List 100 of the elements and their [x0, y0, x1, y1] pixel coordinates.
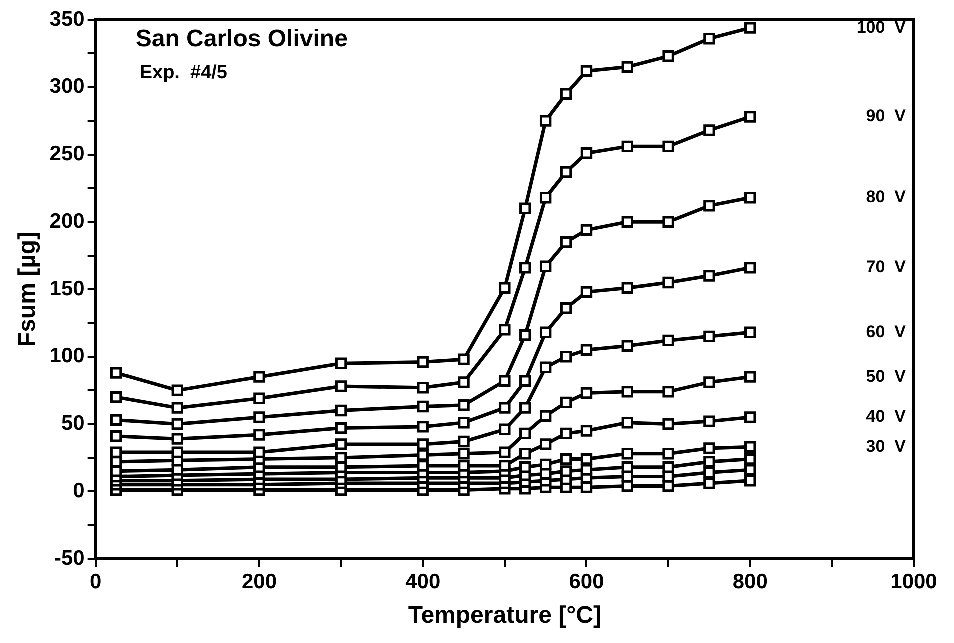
point	[520, 428, 532, 440]
point	[580, 387, 593, 400]
point	[662, 334, 674, 347]
point	[662, 50, 674, 62]
point	[744, 371, 756, 383]
point	[704, 330, 716, 343]
point	[540, 458, 552, 471]
point	[540, 438, 552, 450]
y-tick-label: 300	[50, 75, 85, 98]
point	[560, 466, 572, 478]
point	[744, 412, 756, 424]
point	[744, 262, 756, 274]
x-tick-label: 400	[406, 570, 441, 594]
point	[458, 417, 470, 429]
point	[704, 466, 716, 479]
point	[499, 460, 511, 472]
point	[580, 148, 593, 160]
point	[520, 262, 532, 274]
point	[540, 362, 552, 374]
y-tick-label: 150	[50, 277, 85, 300]
point	[662, 448, 674, 460]
point	[520, 462, 532, 474]
point	[417, 400, 429, 413]
point	[704, 124, 716, 136]
point	[622, 386, 634, 398]
point	[540, 326, 552, 338]
y-tick-label: 200	[50, 210, 85, 233]
point	[560, 166, 572, 178]
point	[662, 216, 674, 228]
point	[560, 236, 572, 248]
point	[540, 260, 552, 272]
x-tick-label: 0	[90, 570, 102, 594]
point	[110, 391, 122, 404]
point	[172, 433, 184, 445]
point	[458, 448, 470, 460]
point	[458, 354, 470, 366]
point	[622, 417, 634, 429]
point	[172, 384, 184, 396]
point	[560, 88, 572, 100]
point	[520, 402, 532, 414]
point	[744, 22, 756, 34]
point	[499, 282, 511, 294]
point	[458, 460, 470, 472]
point	[560, 396, 572, 409]
point	[172, 402, 184, 414]
point	[417, 449, 429, 462]
point	[335, 404, 348, 417]
y-tick-label: 100	[50, 344, 85, 368]
point	[499, 375, 511, 387]
point	[622, 282, 634, 294]
point	[580, 286, 593, 298]
text: 60 V	[866, 322, 907, 342]
point	[580, 425, 593, 437]
y-tick-label: 50	[61, 412, 85, 436]
point	[662, 140, 674, 153]
point	[499, 402, 511, 414]
point	[417, 421, 429, 433]
point	[622, 61, 634, 74]
point	[622, 340, 634, 352]
point	[110, 414, 122, 426]
point	[744, 464, 756, 476]
point	[499, 424, 511, 436]
chart-title: San Carlos Olivine	[136, 26, 348, 53]
point	[540, 410, 552, 422]
point	[335, 452, 348, 464]
text: 50 V	[866, 366, 907, 386]
y-tick-label: 250	[50, 142, 85, 166]
y-tick-label: 350	[50, 8, 85, 31]
x-tick-label: 600	[569, 570, 604, 594]
point	[704, 270, 716, 282]
point	[580, 464, 593, 476]
text: 100 V	[856, 18, 907, 37]
point	[662, 418, 674, 430]
point	[499, 324, 511, 336]
point	[704, 200, 716, 212]
point	[622, 448, 634, 460]
point	[560, 428, 572, 440]
point	[662, 276, 674, 289]
point	[580, 65, 593, 78]
point	[704, 456, 716, 468]
point	[580, 344, 593, 356]
point	[335, 358, 348, 370]
point	[704, 478, 716, 490]
point	[172, 418, 184, 430]
point	[560, 453, 572, 466]
point	[254, 412, 266, 424]
point	[417, 438, 429, 450]
point	[520, 202, 532, 214]
point	[335, 438, 348, 450]
point	[744, 441, 756, 454]
point	[254, 392, 266, 404]
point	[704, 442, 716, 454]
y-axis-title: Fsum [µg]	[14, 232, 42, 348]
point	[254, 446, 266, 458]
point	[580, 224, 593, 236]
point	[744, 192, 756, 204]
point	[540, 115, 552, 127]
point	[110, 446, 122, 458]
point	[110, 367, 122, 379]
point	[704, 416, 716, 428]
